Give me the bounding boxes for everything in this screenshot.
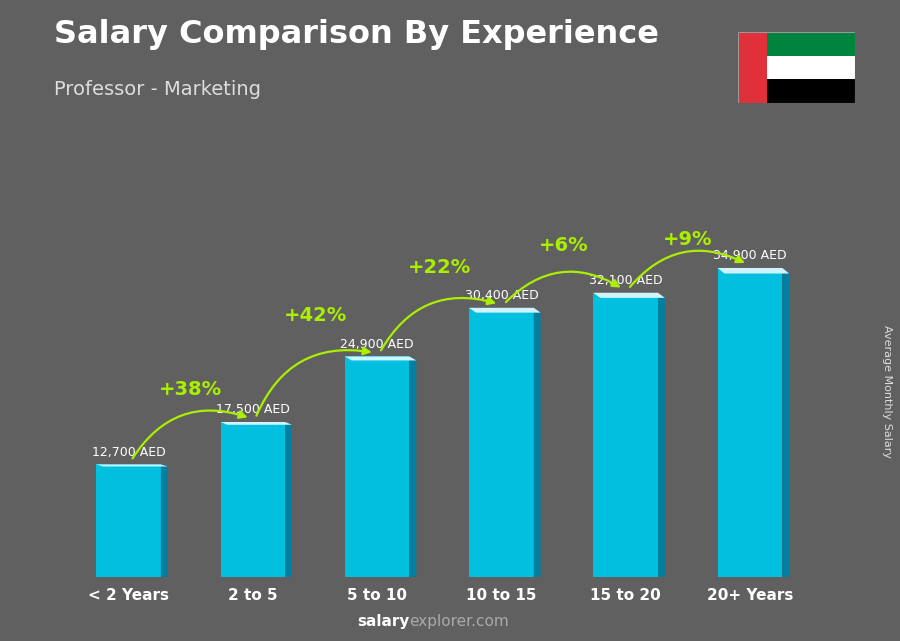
Text: Salary Comparison By Experience: Salary Comparison By Experience — [54, 19, 659, 50]
Polygon shape — [534, 308, 541, 577]
Text: 30,400 AED: 30,400 AED — [464, 289, 538, 302]
Text: explorer.com: explorer.com — [410, 615, 509, 629]
Text: +42%: +42% — [284, 306, 346, 325]
Polygon shape — [96, 465, 167, 467]
Text: Professor - Marketing: Professor - Marketing — [54, 80, 261, 99]
Text: +38%: +38% — [159, 379, 222, 399]
Text: +22%: +22% — [408, 258, 471, 278]
Bar — [767, 79, 855, 103]
FancyBboxPatch shape — [593, 293, 658, 577]
FancyBboxPatch shape — [469, 308, 534, 577]
Text: 32,100 AED: 32,100 AED — [589, 274, 662, 287]
Polygon shape — [285, 422, 292, 577]
Text: 17,500 AED: 17,500 AED — [216, 403, 290, 417]
Bar — [738, 32, 767, 103]
Text: +9%: +9% — [663, 230, 713, 249]
Polygon shape — [410, 356, 417, 577]
FancyBboxPatch shape — [717, 268, 782, 577]
Bar — [767, 32, 855, 56]
Polygon shape — [658, 293, 665, 577]
Text: 12,700 AED: 12,700 AED — [92, 446, 166, 459]
Text: +6%: +6% — [539, 237, 589, 255]
Polygon shape — [469, 308, 541, 313]
Polygon shape — [717, 268, 789, 274]
Polygon shape — [782, 268, 789, 577]
Text: 34,900 AED: 34,900 AED — [713, 249, 787, 262]
Text: salary: salary — [357, 615, 410, 629]
FancyBboxPatch shape — [220, 422, 285, 577]
FancyBboxPatch shape — [96, 465, 161, 577]
Text: Average Monthly Salary: Average Monthly Salary — [881, 324, 892, 458]
FancyBboxPatch shape — [345, 356, 410, 577]
Text: 24,900 AED: 24,900 AED — [340, 338, 414, 351]
Polygon shape — [161, 465, 167, 577]
Bar — [767, 56, 855, 79]
Polygon shape — [220, 422, 292, 425]
Polygon shape — [345, 356, 417, 360]
Polygon shape — [593, 293, 665, 298]
